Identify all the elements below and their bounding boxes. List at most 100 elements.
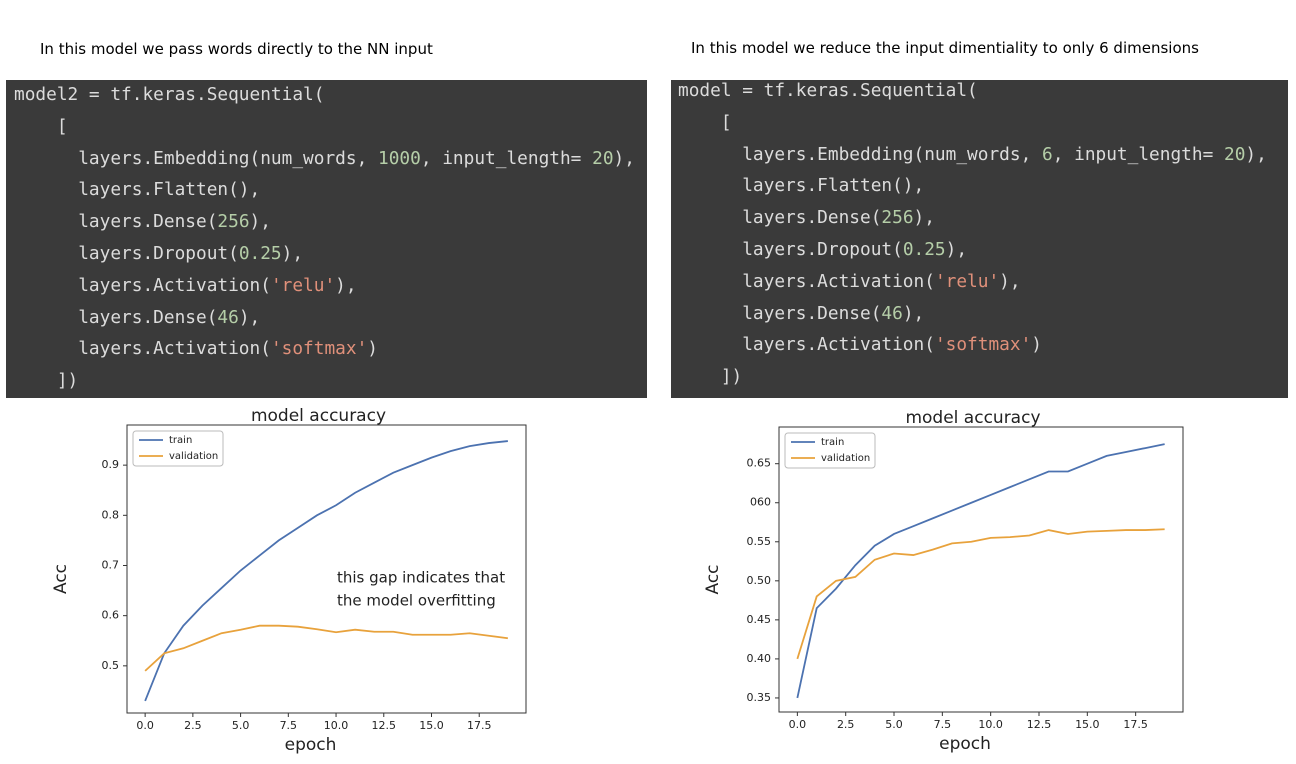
- code-token: ),: [902, 302, 925, 324]
- chart-title: model accuracy: [251, 406, 386, 426]
- code-token: ): [1031, 334, 1043, 356]
- code-token: model = tf.keras.Sequential(: [678, 80, 978, 101]
- code-token: ),: [281, 243, 304, 264]
- x-tick-label: 15.0: [419, 719, 444, 732]
- x-tick-label: 10.0: [324, 719, 349, 732]
- code-token: ): [367, 338, 379, 360]
- code-line: layers.Dense(256),: [678, 207, 935, 228]
- code-line: layers.Embedding(num_words, 6, input_len…: [678, 144, 1267, 165]
- y-axis-label: Acc: [51, 564, 71, 594]
- code-token: layers.Dropout(: [678, 239, 903, 260]
- series-line: [796, 443, 1165, 699]
- code-token: layers.Dense(: [678, 207, 882, 229]
- code-token: , input_length=: [420, 147, 593, 169]
- y-tick-label: 0.7: [102, 558, 120, 571]
- x-tick-label: 15.0: [1075, 718, 1100, 731]
- y-tick-label: 0.9: [102, 458, 120, 471]
- caption: In this model we pass words directly to …: [40, 40, 433, 58]
- code-token: layers.Dense(: [678, 302, 882, 324]
- code-token: layers.Dense(: [14, 306, 218, 328]
- code-token: ),: [335, 274, 357, 296]
- code-line: [: [14, 116, 68, 137]
- x-tick-label: 10.0: [978, 718, 1003, 731]
- code-token: ),: [238, 306, 261, 328]
- code-token: ),: [945, 239, 968, 260]
- x-tick-label: 17.5: [1123, 718, 1148, 731]
- x-tick-label: 5.0: [885, 718, 903, 731]
- plot-frame: [126, 424, 527, 714]
- code-line: model = tf.keras.Sequential(: [678, 80, 978, 101]
- code-token: , input_length=: [1052, 143, 1224, 165]
- code-token: 256: [217, 211, 250, 233]
- code-token: layers.Embedding(num_words,: [14, 147, 378, 169]
- y-tick-label: 0.65: [747, 457, 772, 470]
- legend-label: validation: [821, 453, 870, 464]
- code-token: 0.25: [238, 243, 282, 264]
- annotation: this gap indicates that: [337, 569, 505, 587]
- code-line: ]): [678, 366, 742, 387]
- code-line: layers.Dropout(0.25),: [678, 239, 967, 260]
- code-token: 6: [1041, 143, 1053, 165]
- code-token: layers.Flatten(),: [14, 179, 261, 201]
- code-line: layers.Flatten(),: [14, 179, 260, 200]
- code-token: 'relu': [934, 270, 1000, 292]
- code-block: model = tf.keras.Sequential( [ layers.Em…: [671, 80, 1288, 398]
- y-tick-label: 0.45: [747, 613, 772, 626]
- code-token: ]): [14, 370, 79, 392]
- plot-frame: [778, 426, 1184, 713]
- code-token: 46: [881, 302, 903, 324]
- y-tick-label: 0.6: [102, 609, 120, 622]
- code-token: 256: [881, 207, 914, 229]
- x-tick-label: 7.5: [934, 718, 952, 731]
- x-tick-label: 0.0: [789, 718, 807, 731]
- x-tick-label: 2.5: [837, 718, 855, 731]
- x-tick-label: 17.5: [467, 719, 492, 732]
- code-line: layers.Activation('relu'),: [678, 270, 1020, 292]
- caption: In this model we reduce the input diment…: [691, 39, 1199, 57]
- code-token: 1000: [377, 147, 421, 169]
- y-tick-label: 0.35: [747, 691, 772, 704]
- code-line: layers.Activation('softmax'): [678, 334, 1042, 355]
- x-axis-label: epoch: [285, 735, 337, 755]
- series-line: [796, 528, 1165, 660]
- code-line: layers.Activation('softmax'): [14, 338, 378, 359]
- code-token: ]): [678, 366, 743, 388]
- code-line: layers.Dropout(0.25),: [14, 243, 303, 264]
- code-token: [: [14, 115, 68, 137]
- code-line: [: [678, 112, 732, 133]
- code-line: model2 = tf.keras.Sequential(: [14, 84, 324, 105]
- annotation: the model overfitting: [337, 592, 496, 610]
- code-token: 46: [217, 306, 239, 328]
- code-token: layers.Activation(: [14, 338, 271, 360]
- legend-label: validation: [169, 451, 218, 462]
- code-token: ),: [249, 211, 271, 233]
- y-tick-label: 0.55: [747, 535, 772, 548]
- x-tick-label: 12.5: [372, 719, 397, 732]
- code-line: layers.Dense(46),: [14, 307, 260, 328]
- x-tick-label: 7.5: [280, 719, 298, 732]
- legend-label: train: [821, 437, 844, 448]
- code-token: model2 = tf.keras.Sequential(: [14, 84, 325, 105]
- series-line: [144, 624, 508, 672]
- y-tick-label: 0.40: [747, 652, 772, 665]
- x-axis-label: epoch: [939, 734, 991, 754]
- code-token: ),: [613, 147, 635, 169]
- code-line: layers.Embedding(num_words, 1000, input_…: [14, 148, 635, 169]
- code-token: layers.Activation(: [14, 274, 271, 296]
- legend-label: train: [169, 435, 192, 446]
- y-tick-label: 060: [750, 496, 771, 509]
- series-line: [144, 440, 508, 702]
- y-tick-label: 0.5: [102, 659, 120, 672]
- code-line: layers.Flatten(),: [678, 175, 924, 196]
- y-axis-label: Acc: [703, 564, 723, 594]
- x-tick-label: 0.0: [136, 719, 154, 732]
- code-line: layers.Dense(256),: [14, 211, 271, 232]
- code-line: layers.Dense(46),: [678, 303, 924, 324]
- y-tick-label: 0.50: [747, 574, 772, 587]
- code-token: ),: [913, 207, 935, 229]
- code-block: model2 = tf.keras.Sequential( [ layers.E…: [6, 80, 647, 398]
- code-token: 20: [1224, 143, 1246, 165]
- code-line: ]): [14, 370, 78, 391]
